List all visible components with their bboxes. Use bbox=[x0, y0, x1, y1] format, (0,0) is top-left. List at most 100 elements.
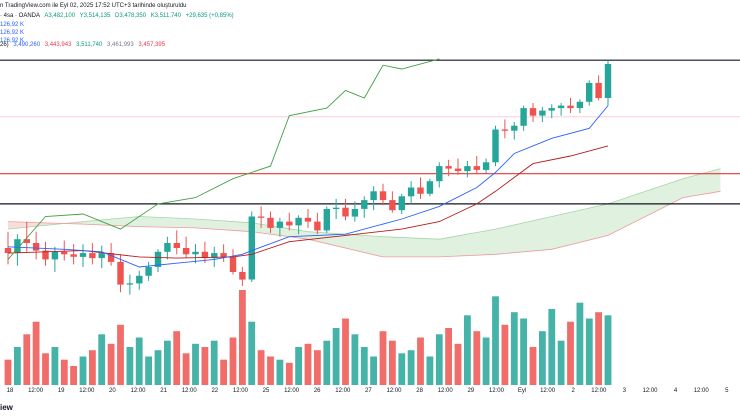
x-axis-label: 27 bbox=[365, 388, 372, 394]
volume-bar bbox=[454, 343, 462, 385]
volume-bar bbox=[14, 347, 21, 385]
ichimoku-tenkan-value: 3,490,260 bbox=[13, 42, 41, 48]
volume-bar bbox=[501, 324, 509, 385]
x-axis-label: 25 bbox=[263, 388, 270, 394]
candle-body bbox=[182, 248, 190, 255]
volume-bar bbox=[529, 347, 537, 385]
candle-body bbox=[14, 239, 21, 254]
x-axis-label: 28 bbox=[416, 388, 423, 394]
volume-bar bbox=[229, 337, 237, 385]
candle-body bbox=[98, 253, 105, 259]
volume-bar bbox=[42, 353, 49, 385]
ichimoku-params: 26) bbox=[0, 42, 9, 48]
volume-bar bbox=[389, 340, 396, 385]
candle-body bbox=[501, 129, 509, 131]
ichimoku-legend[interactable]: 26) 3,490,260 3,443,943 3,511,740 3,461,… bbox=[0, 42, 168, 48]
candle-body bbox=[548, 108, 555, 111]
volume-bar bbox=[51, 347, 59, 385]
volume-bar bbox=[510, 312, 518, 385]
volume-bar bbox=[576, 302, 584, 385]
candle-body bbox=[220, 253, 227, 257]
x-axis-label: 12:00 bbox=[182, 388, 198, 394]
candle-body bbox=[492, 129, 499, 163]
volume-bar bbox=[248, 321, 256, 385]
x-axis-label: 12:00 bbox=[642, 388, 658, 394]
candle-body bbox=[229, 256, 237, 272]
volume-bar bbox=[595, 312, 602, 385]
x-axis-label: 12:00 bbox=[694, 388, 710, 394]
volume-bar bbox=[145, 356, 152, 385]
candle-body bbox=[332, 207, 340, 209]
candle-body bbox=[342, 207, 349, 217]
volume-bar bbox=[492, 296, 499, 385]
candle-body bbox=[407, 187, 415, 197]
candle-body bbox=[4, 248, 12, 253]
cloud-bullish bbox=[495, 216, 552, 255]
volume-bar bbox=[201, 347, 209, 385]
candle-body bbox=[136, 275, 143, 284]
candle-body bbox=[539, 110, 546, 116]
indicator-value: 126,92 K bbox=[0, 30, 25, 36]
volume-bar bbox=[426, 356, 434, 385]
x-axis-label: 12:00 bbox=[335, 388, 351, 394]
indicator-value: 126,92 K bbox=[0, 38, 25, 44]
indicator-row-3[interactable]: 126,92 K bbox=[0, 38, 27, 44]
x-axis-label: 12:00 bbox=[386, 388, 402, 394]
volume-bar bbox=[79, 356, 87, 385]
candle-body bbox=[314, 221, 321, 231]
candle-body bbox=[257, 216, 265, 218]
indicator-value: 126,92 K bbox=[0, 22, 25, 28]
cloud-bullish bbox=[139, 216, 196, 228]
candle-body bbox=[351, 209, 359, 217]
volume-bar bbox=[220, 359, 227, 385]
volume-bar bbox=[164, 340, 171, 385]
candle-body bbox=[520, 108, 527, 126]
volume-bar bbox=[182, 353, 190, 385]
volume-bar bbox=[473, 331, 481, 385]
cloud-bullish bbox=[551, 203, 608, 250]
volume-bar bbox=[32, 321, 40, 385]
cloud-bullish bbox=[439, 229, 496, 257]
x-axis-label: 29 bbox=[467, 388, 474, 394]
indicator-row-1[interactable]: 126,92 K bbox=[0, 22, 27, 28]
volume-bar bbox=[126, 347, 134, 385]
volume-bar bbox=[445, 328, 452, 385]
volume-bar bbox=[154, 350, 162, 385]
volume-bar bbox=[304, 343, 312, 385]
x-axis-label: Eyl bbox=[518, 388, 526, 394]
ohlc-open: A3,482,100 bbox=[44, 13, 76, 19]
ichimoku-span-b-value: 3,457,395 bbox=[138, 42, 166, 48]
candle-body bbox=[304, 217, 312, 222]
volume-bar bbox=[295, 347, 302, 385]
candle-body bbox=[389, 200, 396, 211]
volume-bar bbox=[23, 334, 31, 385]
candle-body bbox=[511, 125, 518, 131]
x-axis-label: 12:00 bbox=[540, 388, 556, 394]
x-axis-label: 12:00 bbox=[591, 388, 607, 394]
candle-body bbox=[107, 253, 115, 262]
candle-body bbox=[276, 221, 284, 228]
candle-body bbox=[154, 251, 162, 267]
cloud-bullish bbox=[383, 236, 440, 257]
cloud-bullish bbox=[83, 216, 140, 227]
candle-body bbox=[454, 168, 462, 172]
x-axis-label: 21 bbox=[160, 388, 167, 394]
volume-bar bbox=[89, 350, 96, 385]
cloud-bullish bbox=[683, 168, 721, 198]
candle-body bbox=[286, 221, 293, 226]
ichimoku-span-a-value: 3,461,993 bbox=[107, 42, 134, 48]
volume-bar bbox=[323, 340, 331, 385]
candle-body bbox=[576, 101, 584, 109]
candle-body bbox=[145, 267, 152, 276]
candle-body bbox=[239, 272, 246, 280]
cloud-bullish bbox=[608, 178, 683, 236]
ohlc-high: Y3,514,135 bbox=[79, 13, 111, 19]
candle-body bbox=[211, 253, 218, 259]
indicator-row-2[interactable]: 126,92 K bbox=[0, 30, 27, 36]
candle-body bbox=[126, 283, 134, 285]
candle-body bbox=[295, 217, 302, 226]
symbol-interval[interactable]: · 4sa · OANDA bbox=[0, 13, 41, 19]
x-axis-label: 12:00 bbox=[233, 388, 249, 394]
